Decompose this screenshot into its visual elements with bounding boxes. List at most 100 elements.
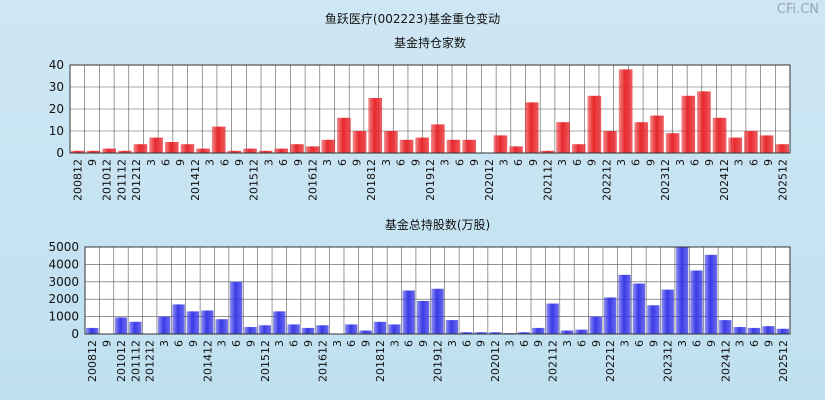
bar <box>681 95 696 153</box>
y-tick-label: 0 <box>71 327 79 341</box>
x-tick-label: 6 <box>453 159 466 166</box>
x-tick-label: 202212 <box>604 340 617 382</box>
bar <box>618 274 631 334</box>
x-tick-label: 3 <box>216 340 229 347</box>
x-tick-label: 202412 <box>719 340 732 382</box>
x-tick-label: 202512 <box>777 159 790 200</box>
x-tick-label: 202312 <box>659 159 672 200</box>
y-tick-label: 5000 <box>48 240 79 254</box>
plot-border <box>69 64 791 154</box>
x-tick-label: 201212 <box>144 340 157 382</box>
x-tick-label: 3 <box>674 159 687 166</box>
x-tick-label: 3 <box>561 340 574 347</box>
bar <box>556 122 570 153</box>
x-tick-label: 201812 <box>374 340 387 382</box>
x-tick-label: 3 <box>262 159 275 166</box>
bar <box>546 303 559 334</box>
bar <box>744 131 758 153</box>
bar <box>575 329 588 334</box>
x-tick-label: 6 <box>512 159 525 166</box>
bar <box>180 144 195 153</box>
bar <box>321 139 336 153</box>
x-tick-label: 3 <box>734 340 747 347</box>
bar <box>164 142 179 153</box>
chart-title: 基金持仓家数 <box>394 35 466 50</box>
bar <box>384 131 398 153</box>
x-tick-label: 6 <box>518 340 531 347</box>
bar <box>589 316 602 334</box>
x-tick-label: 200812 <box>71 159 84 200</box>
bar <box>460 332 473 334</box>
x-tick-label: 3 <box>145 159 158 166</box>
x-tick-label: 9 <box>468 159 481 166</box>
bar <box>762 326 775 334</box>
bar <box>71 150 85 153</box>
bar <box>229 281 243 334</box>
bar <box>532 327 545 334</box>
x-tick-label: 9 <box>703 159 716 166</box>
bar <box>86 150 101 153</box>
bar <box>344 324 358 334</box>
bar <box>186 311 200 334</box>
bar <box>431 124 445 153</box>
x-tick-label: 9 <box>762 159 775 166</box>
x-tick-label: 6 <box>633 340 646 347</box>
bar <box>431 288 444 334</box>
bar <box>634 122 649 153</box>
x-tick-label: 3 <box>331 340 344 347</box>
x-tick-label: 6 <box>571 159 584 166</box>
x-tick-label: 202112 <box>547 340 560 382</box>
x-tick-label: 9 <box>475 340 488 347</box>
bar <box>733 327 746 334</box>
x-tick-label: 9 <box>409 159 422 166</box>
y-tick-label: 3000 <box>48 275 79 289</box>
bar <box>211 126 226 153</box>
bar <box>316 325 329 334</box>
x-tick-label: 3 <box>388 340 401 347</box>
x-tick-label: 9 <box>351 159 364 166</box>
x-tick-label: 201012 <box>101 159 114 200</box>
x-tick-label: 9 <box>292 159 305 166</box>
x-tick-label: 201112 <box>115 159 128 200</box>
bar <box>227 150 242 153</box>
x-tick-label: 201512 <box>248 159 261 200</box>
bar <box>571 144 586 153</box>
x-tick-label: 9 <box>647 340 660 347</box>
bar <box>618 69 633 153</box>
x-tick-label: 6 <box>230 340 243 347</box>
x-tick-label: 201412 <box>201 340 214 382</box>
x-tick-label: 6 <box>288 340 301 347</box>
x-tick-label: 9 <box>586 159 599 166</box>
bar <box>196 148 210 153</box>
bar <box>359 330 372 334</box>
bar <box>172 304 185 334</box>
bar <box>665 133 680 153</box>
bar <box>129 321 142 334</box>
bar <box>399 139 414 153</box>
bar <box>402 290 415 334</box>
bar <box>290 144 304 153</box>
y-tick-label: 0 <box>56 146 64 160</box>
x-tick-label: 201412 <box>189 159 202 200</box>
x-tick-label: 202112 <box>542 159 555 200</box>
x-tick-label: 3 <box>556 159 569 166</box>
bar <box>244 327 257 334</box>
x-tick-label: 9 <box>244 340 257 347</box>
bar <box>603 297 617 334</box>
bar <box>352 131 367 153</box>
x-tick-label: 3 <box>158 340 171 347</box>
bar <box>517 332 531 334</box>
y-tick-label: 10 <box>49 124 64 138</box>
y-tick-label: 20 <box>49 102 64 116</box>
bar <box>775 144 789 153</box>
x-tick-label: 202412 <box>718 159 731 200</box>
bar <box>697 91 711 153</box>
x-tick-label: 9 <box>187 340 200 347</box>
bar <box>647 305 660 334</box>
x-tick-label: 9 <box>590 340 603 347</box>
bar <box>661 289 674 334</box>
x-tick-label: 9 <box>101 340 114 347</box>
x-tick-label: 6 <box>345 340 358 347</box>
x-tick-label: 201212 <box>130 159 143 200</box>
